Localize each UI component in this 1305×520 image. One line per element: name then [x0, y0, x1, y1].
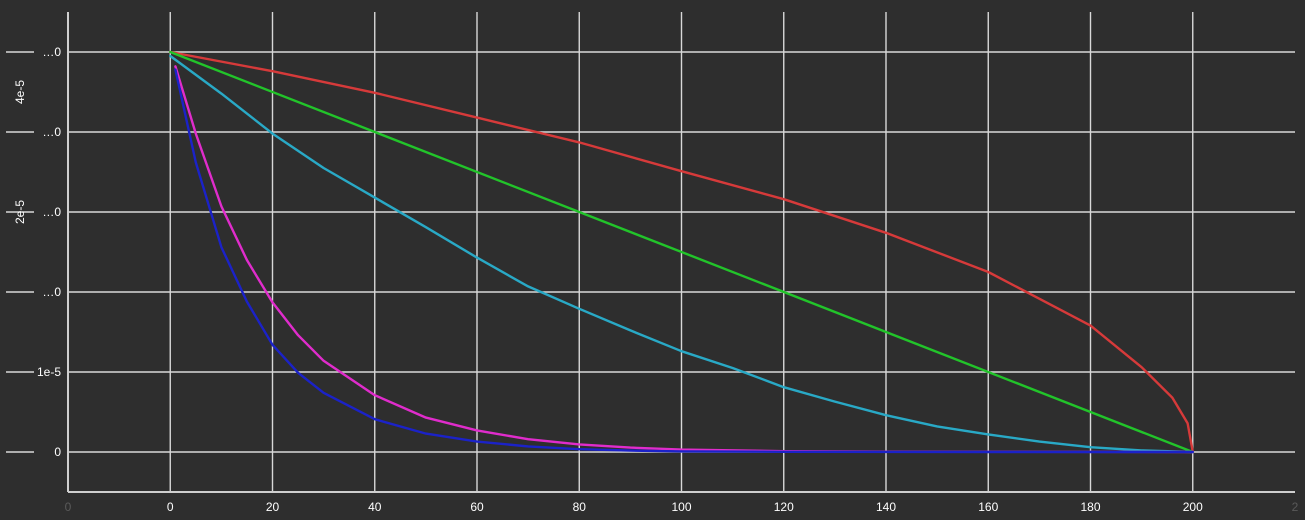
y-side-label: 4e-5	[13, 80, 27, 104]
x-tick-label: 0	[167, 500, 174, 514]
y-tick-label: …0	[42, 45, 61, 59]
x-tick-label: 2	[1292, 500, 1299, 514]
x-tick-label: 160	[978, 500, 998, 514]
x-tick-labels: 0 0 20 40 60 80 100 120 140 160 180 200 2	[65, 500, 1299, 514]
y-tick-label: …0	[42, 285, 61, 299]
x-tick-label: 40	[368, 500, 382, 514]
x-tick-label: 200	[1183, 500, 1203, 514]
y-tick-label: 1e-5	[37, 365, 61, 379]
x-tick-label: 80	[573, 500, 587, 514]
y-side-labels: 4e-5 2e-5	[13, 80, 27, 224]
x-tick-label: 140	[876, 500, 896, 514]
x-tick-label: 0	[65, 500, 72, 514]
x-tick-label: 120	[774, 500, 794, 514]
series-line-3	[169, 54, 1195, 454]
grid	[68, 12, 1295, 492]
series-line-1	[169, 50, 1195, 454]
series-layer	[169, 50, 1195, 454]
series-line-5	[174, 68, 1195, 454]
x-tick-label: 60	[470, 500, 484, 514]
series-line-2	[169, 50, 1195, 454]
x-tick-label: 100	[671, 500, 691, 514]
y-tick-label: …0	[42, 125, 61, 139]
y-side-label: 2e-5	[13, 200, 27, 224]
y-tick-labels: 0 1e-5 …0 …0 …0 …0	[6, 45, 61, 459]
x-tick-label: 180	[1080, 500, 1100, 514]
y-tick-label: 0	[54, 445, 61, 459]
x-tick-label: 20	[266, 500, 280, 514]
axes	[67, 12, 1295, 493]
y-tick-label: …0	[42, 205, 61, 219]
